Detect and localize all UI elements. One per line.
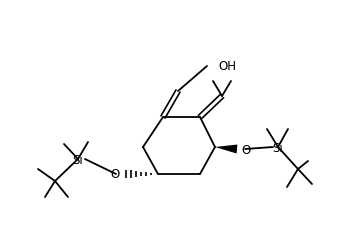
Text: OH: OH xyxy=(218,59,236,72)
Text: O: O xyxy=(111,168,120,181)
Text: Si: Si xyxy=(73,153,84,166)
Text: O: O xyxy=(241,143,250,156)
Text: Si: Si xyxy=(273,141,283,154)
Polygon shape xyxy=(215,145,238,154)
